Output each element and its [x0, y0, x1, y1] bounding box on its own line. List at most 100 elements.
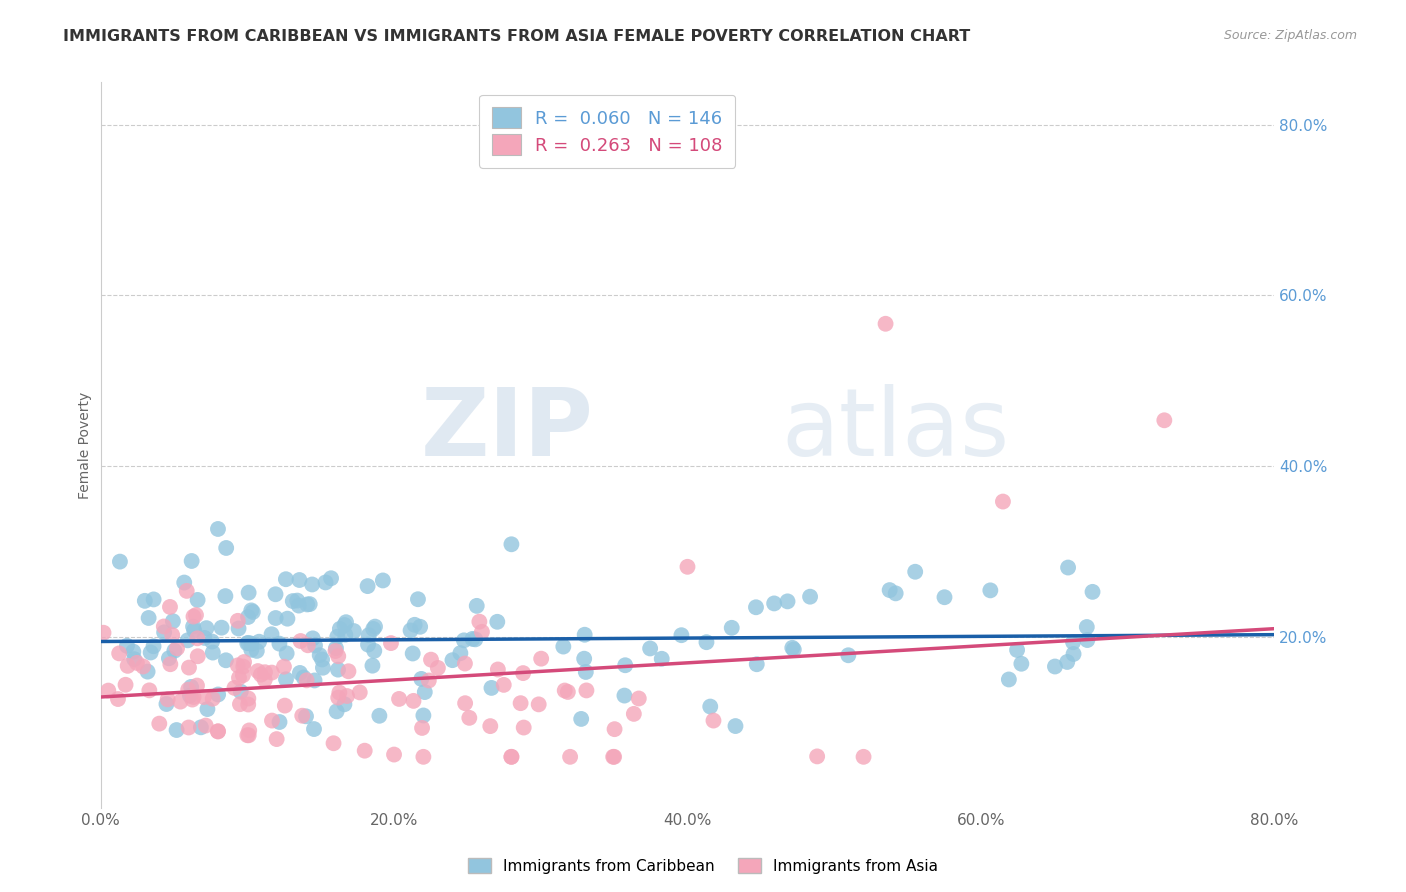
- Point: [276, 612, 298, 626]
- Point: [413, 685, 436, 699]
- Point: [274, 673, 297, 687]
- Point: [97, 683, 120, 698]
- Point: [163, 644, 186, 658]
- Point: [699, 699, 721, 714]
- Point: [336, 689, 359, 703]
- Point: [301, 577, 323, 591]
- Point: [207, 724, 229, 739]
- Point: [404, 617, 426, 632]
- Point: [575, 665, 598, 679]
- Point: [156, 692, 179, 706]
- Point: [162, 614, 184, 628]
- Point: [238, 691, 260, 706]
- Point: [676, 559, 699, 574]
- Point: [114, 678, 136, 692]
- Point: [627, 691, 650, 706]
- Legend: Immigrants from Caribbean, Immigrants from Asia: Immigrants from Caribbean, Immigrants fr…: [463, 852, 943, 880]
- Point: [364, 619, 387, 633]
- Point: [501, 749, 523, 764]
- Point: [240, 642, 263, 657]
- Point: [402, 647, 425, 661]
- Point: [269, 637, 291, 651]
- Point: [134, 594, 156, 608]
- Point: [232, 659, 254, 673]
- Point: [799, 590, 821, 604]
- Point: [215, 541, 238, 555]
- Point: [337, 665, 360, 679]
- Point: [201, 646, 224, 660]
- Point: [671, 628, 693, 642]
- Point: [371, 574, 394, 588]
- Point: [361, 658, 384, 673]
- Point: [253, 673, 276, 687]
- Point: [190, 720, 212, 734]
- Point: [745, 600, 768, 615]
- Point: [361, 622, 384, 636]
- Point: [388, 692, 411, 706]
- Point: [93, 625, 115, 640]
- Point: [138, 611, 160, 625]
- Point: [335, 615, 357, 630]
- Point: [308, 648, 330, 663]
- Point: [603, 749, 626, 764]
- Point: [449, 646, 471, 660]
- Point: [333, 618, 356, 632]
- Point: [240, 603, 263, 617]
- Point: [159, 657, 181, 672]
- Point: [288, 665, 311, 680]
- Point: [166, 723, 188, 737]
- Point: [454, 657, 477, 671]
- Point: [349, 685, 371, 699]
- Point: [186, 632, 208, 646]
- Point: [998, 673, 1021, 687]
- Point: [1043, 659, 1066, 673]
- Point: [527, 698, 550, 712]
- Point: [1005, 643, 1028, 657]
- Point: [142, 639, 165, 653]
- Point: [207, 724, 229, 739]
- Point: [264, 611, 287, 625]
- Point: [311, 652, 333, 666]
- Point: [325, 644, 347, 658]
- Point: [720, 621, 742, 635]
- Point: [329, 622, 352, 636]
- Point: [357, 628, 380, 642]
- Point: [458, 711, 481, 725]
- Point: [153, 625, 176, 640]
- Point: [177, 682, 200, 697]
- Point: [274, 572, 297, 586]
- Point: [183, 609, 205, 624]
- Point: [142, 592, 165, 607]
- Point: [471, 624, 494, 639]
- Point: [530, 651, 553, 665]
- Point: [193, 690, 215, 704]
- Point: [486, 615, 509, 629]
- Point: [246, 644, 269, 658]
- Point: [276, 646, 298, 660]
- Point: [193, 631, 215, 645]
- Point: [426, 661, 449, 675]
- Point: [181, 619, 204, 633]
- Point: [702, 714, 724, 728]
- Point: [194, 718, 217, 732]
- Point: [461, 632, 484, 646]
- Point: [402, 694, 425, 708]
- Point: [501, 537, 523, 551]
- Point: [187, 593, 209, 607]
- Point: [292, 671, 315, 685]
- Point: [418, 673, 440, 688]
- Point: [326, 630, 349, 644]
- Point: [614, 658, 637, 673]
- Point: [224, 681, 246, 695]
- Point: [201, 634, 224, 648]
- Text: atlas: atlas: [782, 384, 1010, 476]
- Point: [554, 683, 576, 698]
- Point: [211, 621, 233, 635]
- Point: [406, 592, 429, 607]
- Point: [287, 599, 309, 613]
- Point: [285, 593, 308, 607]
- Point: [328, 649, 350, 664]
- Point: [183, 624, 205, 638]
- Point: [638, 641, 661, 656]
- Point: [979, 583, 1001, 598]
